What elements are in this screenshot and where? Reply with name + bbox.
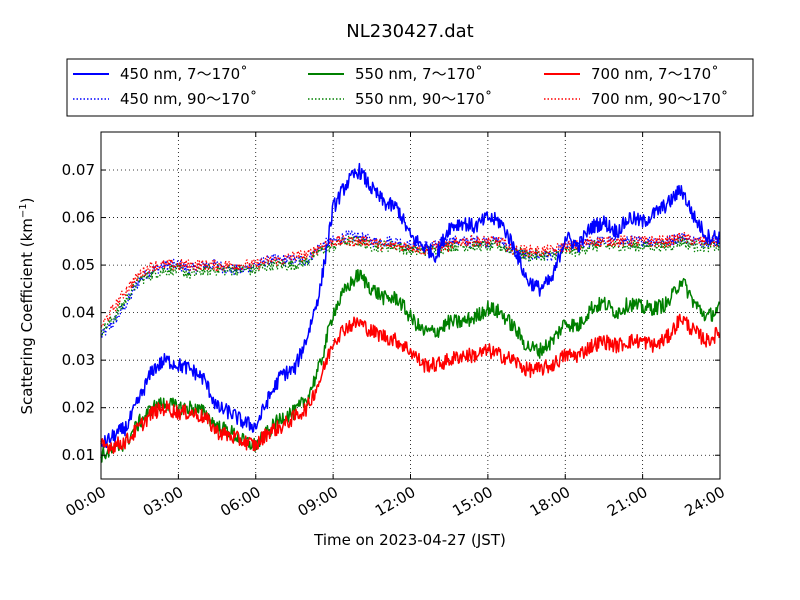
x-tick-label: 12:00 (372, 483, 418, 520)
series-group (100, 162, 720, 463)
x-tick-label: 15:00 (449, 483, 495, 520)
x-tick-label: 00:00 (63, 483, 109, 520)
legend-box (66, 58, 754, 117)
legend-label-3: 550 nm, 90～170˚ (355, 90, 492, 108)
y-tick-label: 0.07 (62, 161, 95, 179)
legend-label-4: 700 nm, 7～170˚ (591, 65, 719, 83)
x-tick-label: 03:00 (140, 483, 186, 520)
series-line-4 (100, 313, 720, 454)
x-axis-label: Time on 2023-04-27 (JST) (313, 531, 506, 549)
series-line-3 (100, 235, 720, 336)
series-line-5 (100, 231, 720, 328)
y-tick-label: 0.02 (62, 399, 95, 417)
x-tick-label: 18:00 (527, 483, 573, 520)
x-tick-label: 09:00 (295, 483, 341, 520)
y-axis-label-main: Scattering Coefficient (km (18, 218, 36, 414)
legend-label-5: 700 nm, 90～170˚ (591, 90, 728, 108)
x-tick-label: 24:00 (682, 483, 728, 520)
y-axis-label-close: ) (18, 197, 36, 203)
legend: 450 nm, 7～170˚ 450 nm, 90～170˚ 550 nm, 7～1… (66, 58, 754, 117)
y-tick-label: 0.01 (62, 446, 95, 464)
legend-label-0: 450 nm, 7～170˚ (120, 65, 248, 83)
chart-title: NL230427.dat (346, 21, 473, 42)
series-line-2 (100, 268, 720, 463)
y-tick-label: 0.04 (62, 304, 95, 322)
y-tick-label: 0.06 (62, 209, 95, 227)
legend-label-1: 450 nm, 90～170˚ (120, 90, 257, 108)
y-axis-label-superscript: −1 (18, 203, 29, 218)
series-line-0 (100, 162, 720, 449)
x-tick-label: 21:00 (604, 483, 650, 520)
y-axis-label: Scattering Coefficient (km−1) (18, 197, 36, 414)
ticks: 00:00 03:00 06:00 09:00 12:00 15:00 18:00 21:00… (62, 132, 728, 520)
x-tick-label: 06:00 (217, 483, 263, 520)
y-tick-label: 0.03 (62, 351, 95, 369)
y-tick-label: 0.05 (62, 256, 95, 274)
legend-label-2: 550 nm, 7～170˚ (355, 65, 483, 83)
